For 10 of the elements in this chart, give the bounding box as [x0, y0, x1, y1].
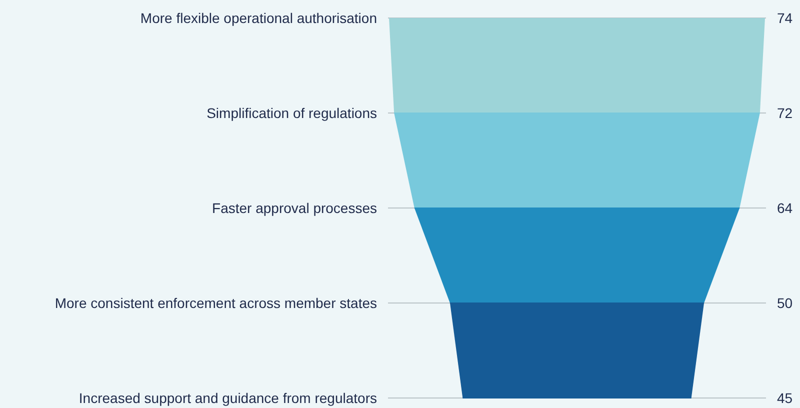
- data-label: 45: [777, 390, 793, 406]
- data-label: 64: [777, 200, 793, 216]
- data-label: 72: [777, 104, 793, 121]
- category-label: More flexible operational authorisation: [140, 10, 377, 26]
- data-label: 74: [777, 10, 793, 26]
- category-label: More consistent enforcement across member states: [54, 294, 377, 311]
- category-label: Faster approval processes: [212, 200, 377, 216]
- category-label: Increased support and guidance from regulators: [78, 390, 377, 406]
- category-label: Simplification of regulations: [206, 104, 377, 121]
- data-label: 50: [777, 294, 793, 311]
